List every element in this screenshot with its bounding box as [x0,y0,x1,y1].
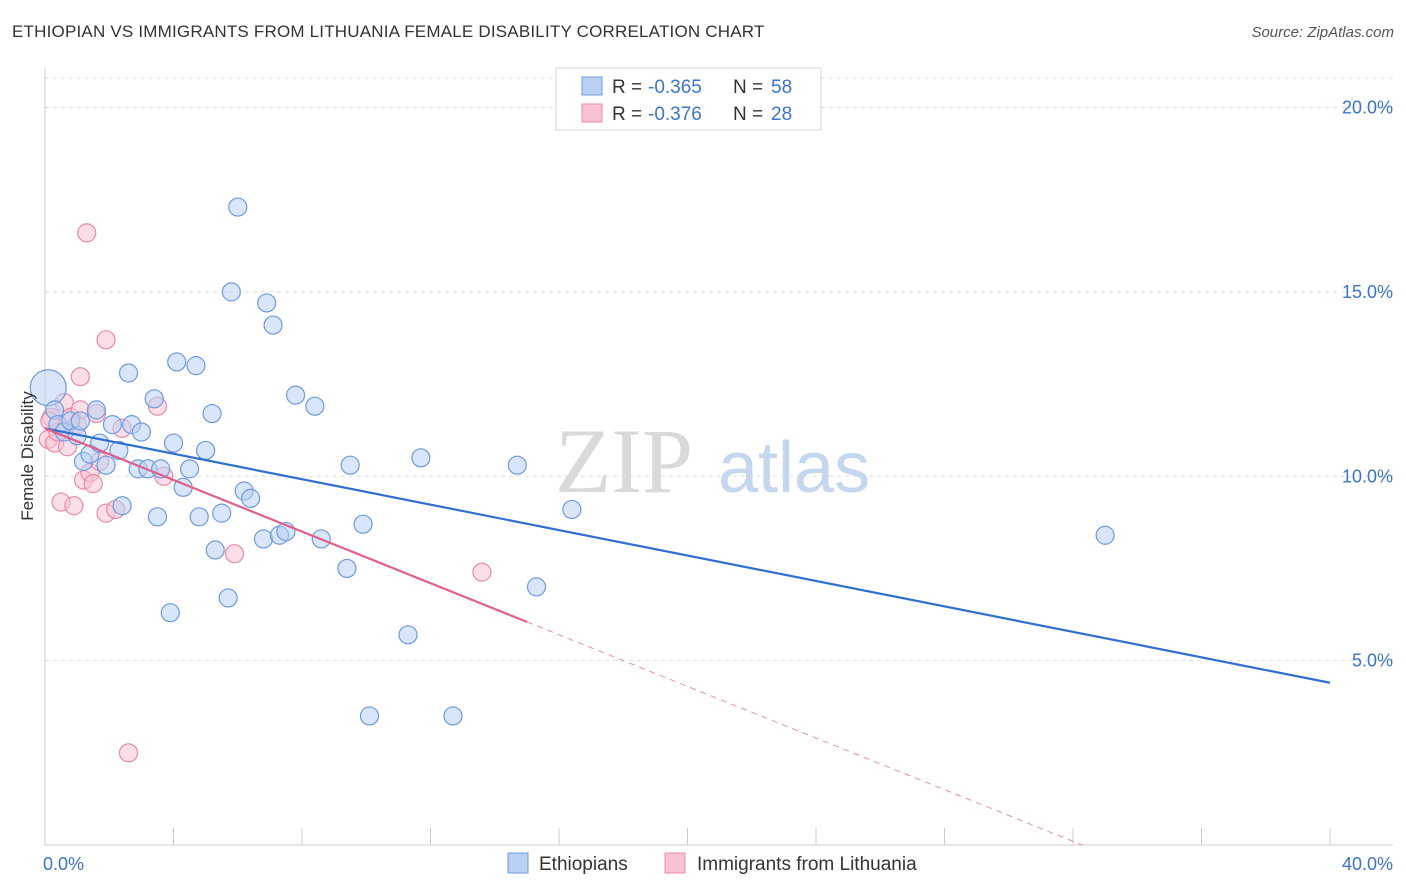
point-ethiopians [359,706,380,726]
point-ethiopians [118,363,139,383]
source-credit: Source: ZipAtlas.com [1251,24,1394,41]
point-ethiopians [147,507,168,527]
point-ethiopians [221,282,241,302]
point-ethiopians [340,455,360,475]
point-lithuania [472,562,492,582]
point-ethiopians [179,459,200,479]
legend-r-value-2: -0.376 [648,104,702,125]
point-ethiopians [305,396,325,416]
point-ethiopians [411,448,431,468]
point-ethiopians [144,389,164,409]
point-lithuania [70,367,90,387]
watermark-zip: ZIP [555,410,693,512]
point-ethiopians [398,625,418,645]
point-ethiopians [507,455,527,475]
point-ethiopians [285,385,306,405]
bottom-legend-swatch-lithuania [664,852,686,874]
point-ethiopians [263,315,283,335]
point-ethiopians [102,415,123,435]
point-ethiopians [186,356,206,376]
tick-labels: 5.0% 10.0% 15.0% 20.0% 0.0% 40.0% [43,98,1393,875]
grid-lines [45,77,1393,662]
point-ethiopians [562,499,582,520]
x-tick-label-max: 40.0% [1342,854,1393,874]
legend-swatch-lithuania [581,103,603,123]
legend-r-label-1: R = [612,77,642,98]
legend-r-label-2: R = [612,104,642,125]
bottom-legend-label-lithuania: Immigrants from Lithuania [697,854,917,875]
legend-n-label-1: N = [733,77,763,98]
x-tick-label-min: 0.0% [43,854,84,874]
point-ethiopians [253,529,274,549]
point-lithuania [96,330,116,350]
watermark-atlas: atlas [718,428,870,508]
point-lithuania [77,223,97,243]
point-ethiopians [167,352,187,372]
legend-swatch-ethiopians [581,76,603,96]
point-lithuania [83,474,103,494]
point-ethiopians [257,293,277,313]
point-ethiopians [526,577,547,597]
point-ethiopians [218,588,238,608]
legend-n-value-1: 58 [771,77,792,98]
point-ethiopians [86,400,107,420]
bottom-legend-label-ethiopians: Ethiopians [539,854,628,875]
y-axis-title: Female Disability [18,391,37,521]
y-tick-label: 15.0% [1342,282,1393,302]
point-ethiopians [337,558,357,579]
point-ethiopians [189,507,209,527]
point-ethiopians [112,496,132,516]
point-ethiopians [96,455,116,475]
trend-lines [44,427,1331,846]
watermark: ZIP atlas [555,410,870,512]
trend-line-lithuania [44,427,528,623]
point-ethiopians [70,411,90,431]
legend-r-value-1: -0.365 [648,77,702,98]
point-ethiopians [160,603,180,623]
legend-n-value-2: 28 [771,104,792,125]
chart-title: ETHIOPIAN VS IMMIGRANTS FROM LITHUANIA F… [12,22,765,41]
series-legend: Ethiopians Immigrants from Lithuania [507,852,917,875]
point-ethiopians [202,403,222,424]
point-ethiopians [212,503,232,523]
point-ethiopians [163,433,184,453]
point-ethiopians [228,197,248,217]
stats-legend: R = -0.365 N = 58 R = -0.376 N = 28 [555,67,822,131]
point-ethiopians [443,706,463,726]
point-ethiopians [241,488,261,508]
point-ethiopians [131,422,151,442]
point-lithuania [224,544,245,564]
bottom-legend-swatch-ethiopians [507,852,529,874]
point-ethiopians [196,440,216,461]
legend-n-label-2: N = [733,104,763,125]
y-tick-label: 10.0% [1342,466,1393,486]
point-lithuania [64,496,84,516]
point-ethiopians [109,440,129,461]
point-ethiopians [353,514,373,534]
point-ethiopians [1095,525,1115,545]
trend-line-lithuania-extension [526,621,1083,846]
axes [44,68,1393,846]
y-tick-label: 5.0% [1352,651,1393,671]
point-ethiopians [205,540,225,560]
trend-line-ethiopians [44,427,1331,684]
y-tick-label: 20.0% [1342,98,1393,118]
point-lithuania [118,743,139,763]
